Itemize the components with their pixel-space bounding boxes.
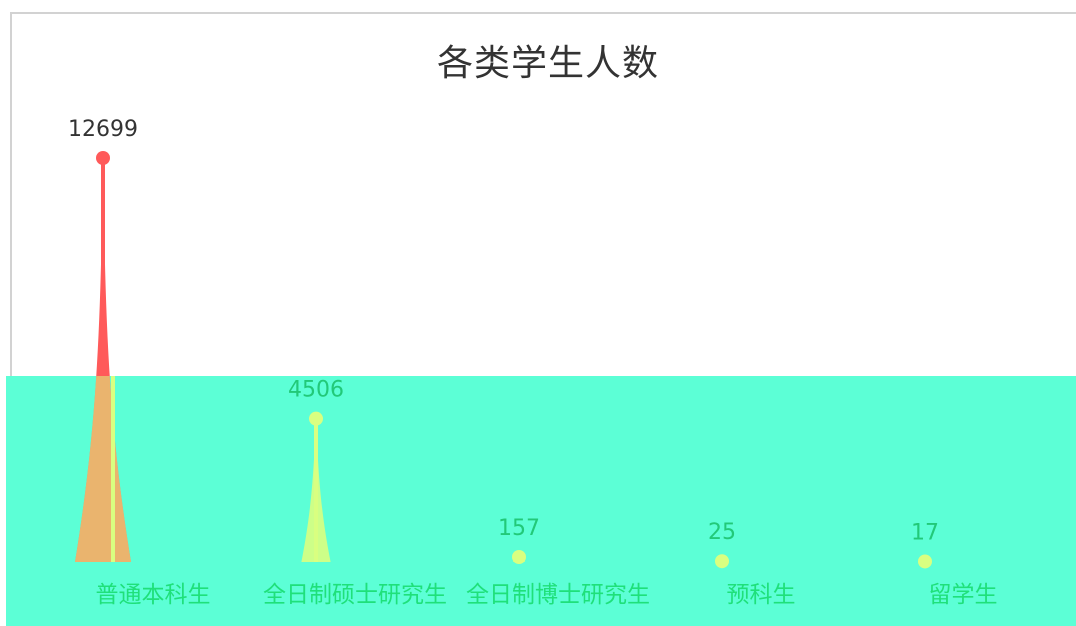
category-label-2: 全日制博士研究生 (466, 582, 650, 608)
bar-group-3 (715, 554, 729, 569)
value-label-3: 25 (708, 520, 736, 545)
bar-group-2 (512, 550, 526, 565)
category-label-3: 预科生 (727, 582, 796, 608)
bar-group-4 (918, 554, 932, 569)
category-label-4: 留学生 (929, 582, 998, 608)
bar-spike-tint-0 (75, 376, 131, 562)
chart-title: 各类学生人数 (436, 43, 659, 84)
bar-group-1 (301, 411, 331, 562)
value-label-0: 12699 (68, 117, 138, 142)
green-overlay-panel (6, 376, 1076, 626)
value-label-1: 4506 (288, 378, 344, 403)
bar-overlay-tint-0 (75, 376, 131, 562)
category-label-1: 全日制硕士研究生 (263, 582, 447, 608)
bar-tip-4 (918, 554, 932, 569)
bar-tip-0 (96, 151, 110, 165)
value-label-4: 17 (911, 520, 939, 545)
value-label-2: 157 (498, 516, 540, 541)
bar-tip-1 (309, 411, 323, 426)
category-label-0: 普通本科生 (96, 582, 211, 608)
bar-tip-2 (512, 550, 526, 565)
chart-frame (10, 12, 1076, 626)
bar-tip-3 (715, 554, 729, 569)
